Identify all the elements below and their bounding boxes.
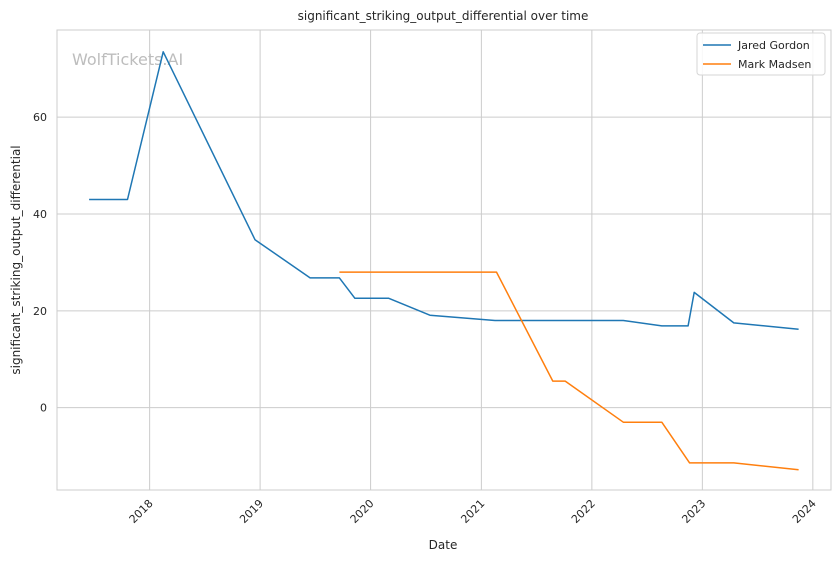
legend: Jared Gordon Mark Madsen — [696, 32, 826, 76]
grid-lines — [57, 30, 831, 490]
y-tick-label: 40 — [33, 208, 47, 221]
series-line-mark-madsen — [339, 271, 799, 471]
x-tick-label: 2018 — [127, 497, 156, 526]
x-tick-label: 2019 — [237, 497, 266, 526]
x-tick-label: 2022 — [569, 497, 598, 526]
x-tick-labels: 2018 2019 2020 2021 2022 2023 2024 — [127, 497, 819, 526]
x-tick-label: 2023 — [679, 497, 708, 526]
series-line-jared-gordon — [89, 51, 799, 330]
x-tick-label: 2021 — [458, 497, 487, 526]
x-tick-label: 2020 — [348, 497, 377, 526]
chart-title: significant_striking_output_differential… — [298, 9, 589, 23]
x-tick-label: 2024 — [790, 497, 819, 526]
x-axis-label: Date — [429, 538, 458, 552]
series-lines — [89, 51, 799, 471]
y-tick-label: 0 — [40, 402, 47, 415]
y-tick-label: 60 — [33, 111, 47, 124]
watermark: WolfTickets.AI — [72, 50, 183, 69]
plot-frame — [56, 29, 832, 491]
legend-label-mark-madsen: Mark Madsen — [738, 58, 811, 71]
y-tick-labels: 0 20 40 60 — [33, 111, 47, 415]
y-tick-label: 20 — [33, 305, 47, 318]
y-axis-label: significant_striking_output_differential — [9, 145, 23, 374]
legend-label-jared-gordon: Jared Gordon — [737, 39, 810, 52]
